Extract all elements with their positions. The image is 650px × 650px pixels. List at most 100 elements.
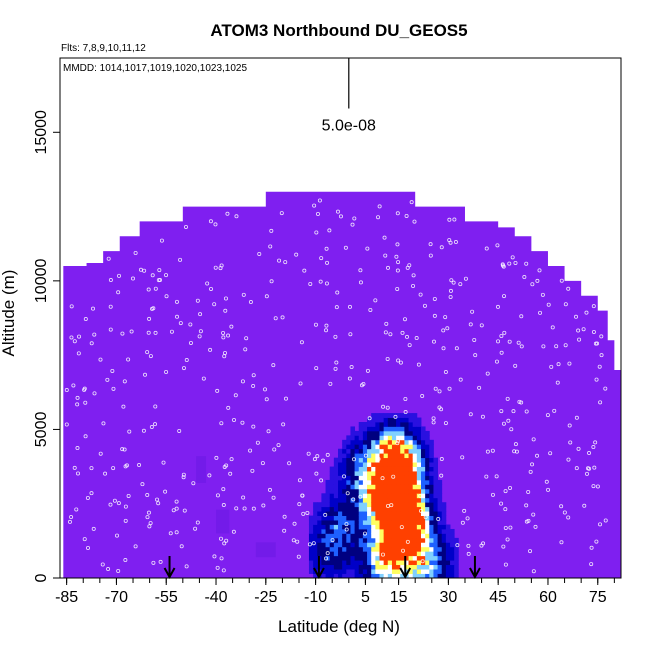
plume-cell <box>437 488 443 494</box>
plume-cell <box>371 506 376 512</box>
plume-cell <box>338 533 343 539</box>
sample-dot <box>361 381 366 386</box>
plume-cell <box>420 524 426 530</box>
sample-dot <box>209 286 214 291</box>
plume-cell <box>362 484 368 490</box>
sample-dot <box>164 294 169 299</box>
plume-cell <box>387 462 393 467</box>
plume-cell <box>375 417 380 423</box>
sample-dot <box>85 546 90 551</box>
plume-cell <box>383 430 389 436</box>
plume-cell <box>391 417 397 423</box>
sample-dot <box>299 340 304 345</box>
sample-dot <box>385 405 390 410</box>
plume-cell <box>383 573 389 578</box>
plume-cell <box>379 444 385 450</box>
plume-cell <box>383 488 389 494</box>
plume-cell <box>396 506 401 512</box>
plume-cell <box>429 502 434 508</box>
plume-cell <box>437 493 443 499</box>
sample-dot <box>75 471 80 476</box>
sample-dot <box>91 306 96 311</box>
plume-cell <box>375 453 380 459</box>
plume-cell <box>425 479 430 485</box>
plume-cell <box>408 448 414 454</box>
sample-dot <box>503 489 508 494</box>
plume-cell <box>391 537 397 543</box>
sample-dot <box>545 413 550 418</box>
sample-dot <box>178 257 183 262</box>
sample-dot <box>110 368 115 373</box>
plume-cell <box>429 497 434 503</box>
plume-cell <box>362 528 368 534</box>
sample-dot <box>208 347 213 352</box>
plume-cell <box>400 444 405 450</box>
sample-dot <box>150 273 155 278</box>
plume-cell <box>425 444 430 450</box>
sample-dot <box>541 344 546 349</box>
sample-dot <box>188 340 193 345</box>
plume-cell <box>454 573 459 578</box>
sample-dot <box>157 268 162 273</box>
sample-dot <box>89 491 94 496</box>
plume-cell <box>313 537 318 543</box>
plume-cell <box>420 484 426 490</box>
sample-dot <box>347 304 352 309</box>
plume-cell <box>367 511 372 516</box>
plume-cell <box>396 515 401 521</box>
plume-cell <box>391 546 397 552</box>
plume-cell <box>433 555 438 561</box>
sample-dot <box>197 334 202 339</box>
plume-cell <box>416 546 422 552</box>
sample-dot <box>251 384 256 389</box>
plume-cell <box>354 546 360 552</box>
plume-cell <box>412 457 418 463</box>
plume-cell <box>433 488 438 494</box>
sample-dot <box>550 325 555 330</box>
sample-dot <box>231 418 236 423</box>
sample-dot <box>250 468 255 473</box>
plume-cell <box>333 564 339 570</box>
plume-cell <box>375 471 380 476</box>
sample-dot <box>388 332 393 337</box>
y-tick-label: 10000 <box>33 259 50 304</box>
plume-cell <box>375 533 380 539</box>
plume-cell <box>412 479 418 485</box>
sample-dot <box>409 200 414 205</box>
sample-dot <box>146 510 151 515</box>
plume-cell <box>441 573 447 578</box>
sample-dot <box>420 559 425 564</box>
plume-cell <box>387 569 393 574</box>
plume-cell <box>325 573 331 578</box>
sample-dot <box>505 537 510 542</box>
plume-cell <box>391 466 397 472</box>
sample-dot <box>559 540 564 545</box>
sample-dot <box>91 526 96 531</box>
plume-cell <box>379 475 385 481</box>
plume-cell <box>400 457 405 463</box>
plume-cell <box>437 533 443 539</box>
plume-cell <box>371 462 376 467</box>
plume-cell <box>342 484 347 490</box>
plume-cell <box>342 497 347 503</box>
plume-cell <box>408 479 414 485</box>
sample-dot <box>98 451 103 456</box>
sample-dot <box>151 306 156 311</box>
plume-cell <box>308 520 314 525</box>
plume-cell <box>412 444 418 450</box>
plume-cell <box>391 453 397 459</box>
plume-cell <box>433 533 438 539</box>
plume-cell <box>371 448 376 454</box>
plume-cell <box>412 511 418 516</box>
plume-cell <box>416 444 422 450</box>
plume-cell <box>362 537 368 543</box>
plume-cell <box>375 542 380 548</box>
sample-dot <box>526 490 531 495</box>
plume-cell <box>350 564 356 570</box>
plume-cell <box>362 457 368 463</box>
plume-cell <box>425 524 430 530</box>
plume-cell <box>437 569 443 574</box>
plume-cell <box>387 475 393 481</box>
sample-dot <box>528 549 533 554</box>
sample-dot <box>350 222 355 227</box>
